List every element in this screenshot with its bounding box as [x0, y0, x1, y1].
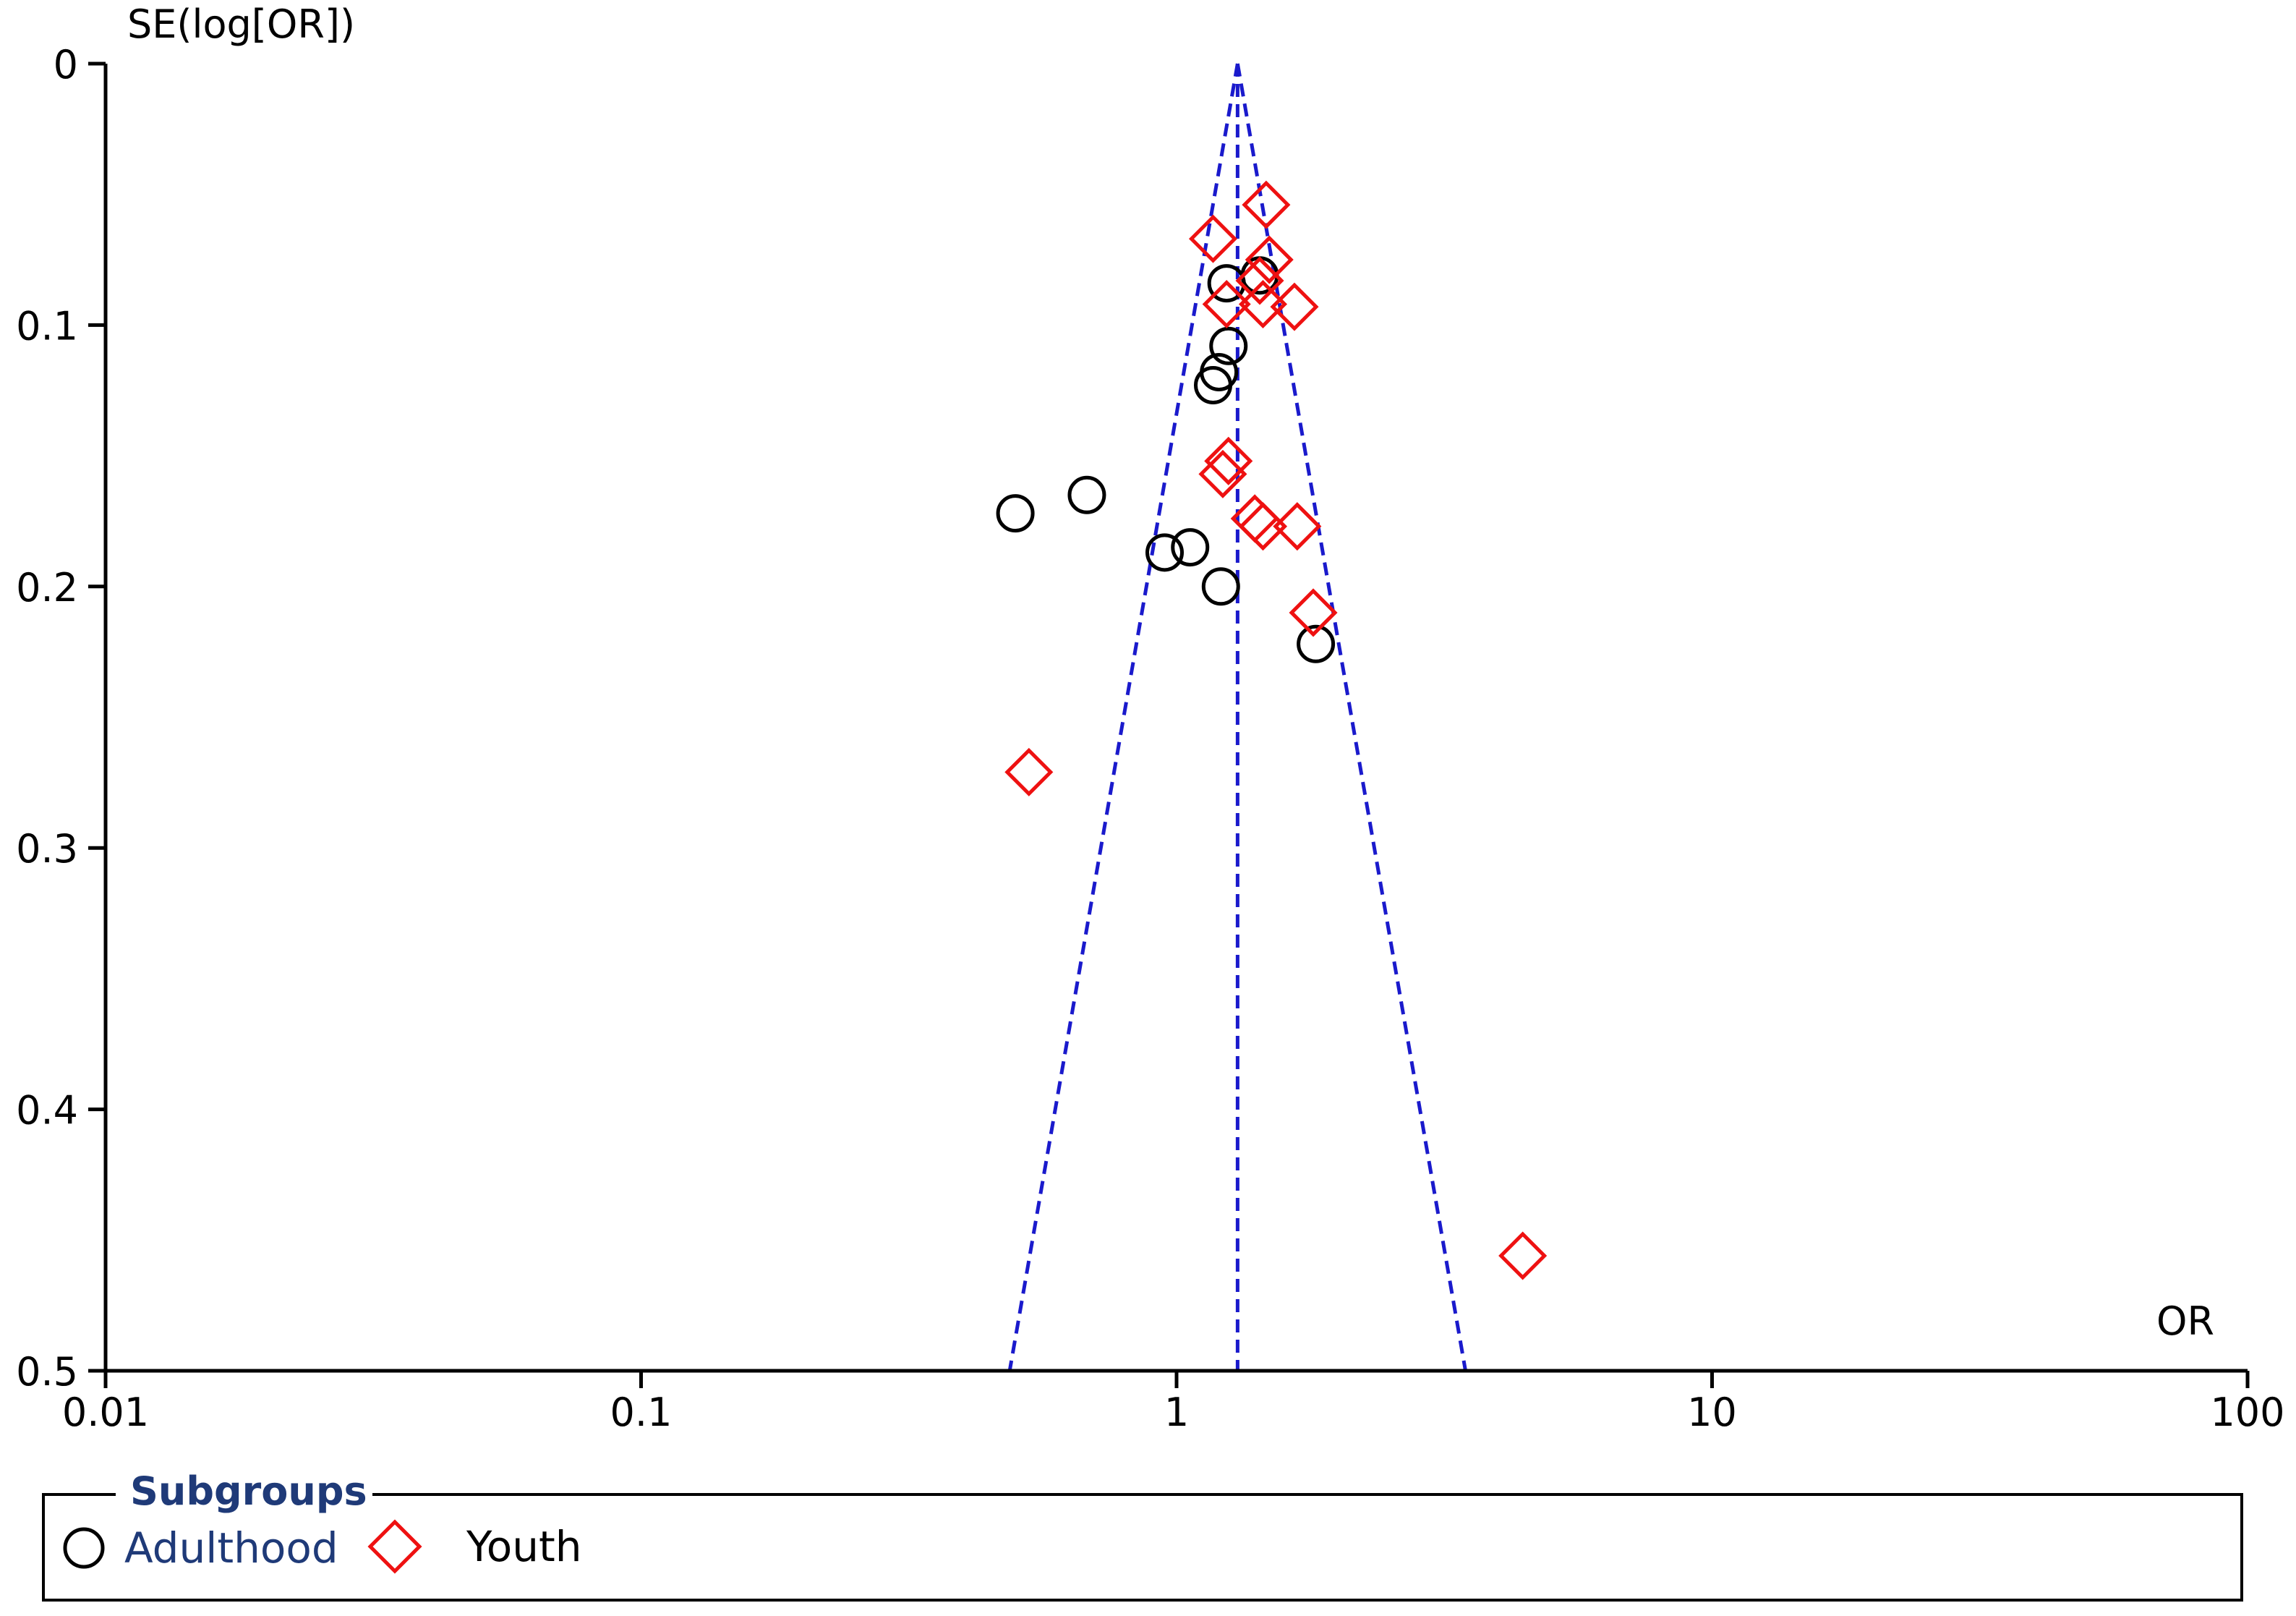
legend: Subgroups Adulthood Youth	[42, 1468, 2243, 1602]
youth-point	[1498, 1231, 1548, 1280]
adulthood-point	[996, 494, 1035, 533]
youth-point	[1198, 449, 1247, 498]
y-tick-label: 0.4	[16, 1088, 78, 1134]
x-tick-label: 0.01	[62, 1390, 149, 1435]
series-youth	[1004, 180, 1548, 1280]
adulthood-point	[1297, 624, 1336, 663]
y-tick-label: 0.1	[16, 303, 78, 349]
adulthood-point	[1207, 264, 1246, 303]
adulthood-point	[1209, 326, 1248, 365]
legend-title-backdrop	[116, 1468, 372, 1519]
data-points	[996, 180, 1548, 1280]
youth-point	[1202, 279, 1251, 329]
y-axis-label: SE(log[OR])	[127, 1, 355, 47]
youth-point	[1245, 235, 1294, 284]
youth-point	[1273, 502, 1322, 551]
youth-point	[1270, 282, 1319, 331]
y-tick-label: 0.2	[16, 565, 78, 611]
funnel-left-limit-line	[1007, 63, 1239, 1372]
x-axis-label: OR	[2156, 1298, 2214, 1344]
legend-frame	[42, 1493, 2243, 1602]
funnel-lines	[1007, 63, 1468, 1372]
legend-youth-marker-icon	[367, 1519, 422, 1574]
x-tick-label: 10	[1687, 1390, 1737, 1435]
x-tick-label: 0.1	[610, 1390, 673, 1435]
adulthood-point	[1201, 567, 1240, 606]
y-tick-label: 0.3	[16, 826, 78, 872]
adulthood-point	[1193, 366, 1232, 405]
legend-adulthood-marker-icon	[63, 1527, 105, 1569]
youth-point	[1204, 436, 1253, 485]
adulthood-point	[1145, 533, 1185, 572]
legend-title: Subgroups	[130, 1468, 367, 1514]
youth-point	[1235, 256, 1284, 305]
youth-point	[1289, 588, 1338, 637]
y-tick-label: 0	[54, 42, 78, 88]
adulthood-point	[1171, 528, 1210, 567]
youth-point	[1188, 214, 1238, 263]
x-tick-label: 100	[2210, 1390, 2284, 1435]
youth-point	[1004, 747, 1054, 796]
y-tick-label: 0.5	[16, 1349, 78, 1395]
axes: 0 0.1 0.2 0.3 0.4 0.50.01 0.1 1 10 100	[16, 42, 2284, 1435]
youth-point	[1242, 180, 1291, 229]
legend-adulthood-label: Adulthood	[124, 1523, 338, 1573]
adulthood-point	[1067, 475, 1106, 514]
legend-youth-label: Youth	[466, 1522, 581, 1571]
funnel-right-limit-line	[1235, 63, 1468, 1372]
youth-point	[1238, 279, 1288, 329]
x-tick-label: 1	[1164, 1390, 1189, 1435]
youth-point	[1238, 502, 1288, 551]
